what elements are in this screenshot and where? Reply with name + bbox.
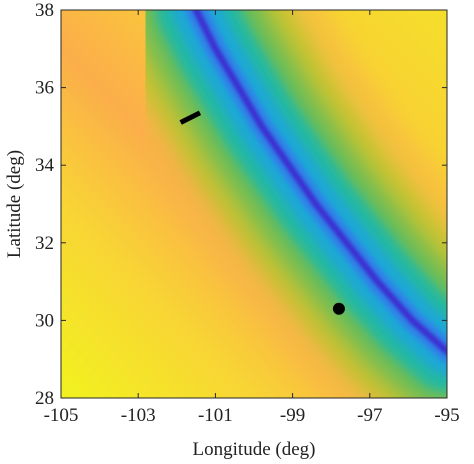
- marker-dot: [332, 302, 345, 315]
- x-tick-label: -101: [198, 405, 233, 426]
- axis-ticks: [60, 9, 448, 399]
- x-tick-label: -95: [434, 405, 459, 426]
- axis-tick-labels: -105 -103 -101 -99 -97 -95 28 30 32 34 36 38: [35, 0, 460, 426]
- y-tick-label: 34: [35, 155, 55, 176]
- x-tick-label: -103: [121, 405, 156, 426]
- chart-markers: [179, 110, 345, 315]
- plot-frame: [60, 9, 448, 399]
- x-axis-label: Longitude (deg): [193, 439, 316, 460]
- y-tick-label: 36: [35, 78, 54, 99]
- x-tick-label: -97: [357, 405, 382, 426]
- x-tick-label: -105: [44, 405, 79, 426]
- y-tick-label: 38: [35, 0, 54, 21]
- plot-area: [61, 10, 447, 398]
- x-tick-label: -99: [280, 405, 305, 426]
- y-axis-label: Latitude (deg): [4, 150, 25, 258]
- y-tick-label: 32: [35, 233, 54, 254]
- marker-segment: [179, 110, 202, 125]
- y-tick-label: 30: [35, 310, 54, 331]
- heatmap-bands: [81, 10, 447, 398]
- minimum-curve: [192, 10, 447, 355]
- y-tick-label: 28: [35, 388, 54, 409]
